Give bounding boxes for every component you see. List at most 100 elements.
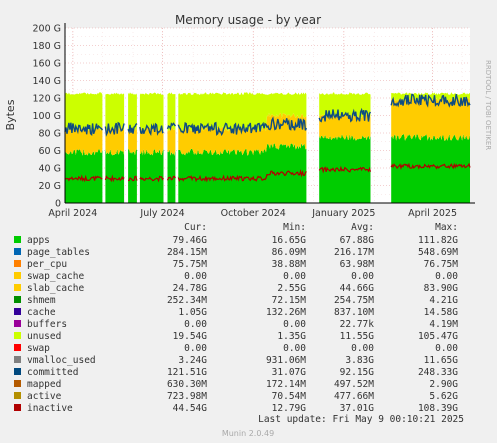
legend-swatch: [14, 272, 21, 279]
legend-value: 105.47G: [418, 331, 458, 342]
legend-value: 11.55G: [340, 331, 375, 342]
legend-value: 19.54G: [173, 331, 208, 342]
legend-value: 0.00: [351, 271, 374, 282]
slab-cache-area: [167, 127, 176, 156]
apps-area: [128, 149, 137, 203]
legend-series-name: shmem: [27, 295, 56, 306]
legend-swatch: [14, 320, 21, 327]
legend-value: 37.01G: [340, 403, 375, 414]
legend-value: 216.17M: [334, 247, 374, 258]
legend-value: 254.75M: [334, 295, 374, 306]
legend-value: 76.75M: [424, 259, 459, 270]
apps-area: [391, 133, 470, 203]
unused-area: [167, 92, 176, 132]
legend-swatch: [14, 332, 21, 339]
legend-value: 2.90G: [429, 379, 458, 390]
legend-swatch: [14, 392, 21, 399]
slab-cache-area: [391, 97, 470, 141]
legend-value: 630.30M: [167, 379, 207, 390]
axes: [64, 23, 475, 204]
apps-area: [105, 148, 125, 203]
legend-value: 72.15M: [272, 295, 307, 306]
legend-swatch: [14, 296, 21, 303]
legend-column-header: Max:: [435, 222, 458, 233]
committed-line: [139, 122, 164, 136]
legend-series-name: buffers: [27, 319, 67, 330]
legend-value: 0.00: [435, 343, 458, 354]
legend-value: 132.26M: [266, 307, 306, 318]
legend-value: 548.69M: [418, 247, 458, 258]
apps-area: [139, 148, 164, 203]
committed-line: [64, 122, 104, 137]
legend-series-name: page_tables: [27, 247, 90, 258]
committed-line: [318, 107, 372, 123]
y-tick-label: 40 G: [39, 164, 61, 175]
apps-area: [65, 148, 103, 203]
y-tick-label: 0: [55, 199, 61, 210]
legend-value: 0.00: [184, 319, 207, 330]
legend-value: 22.77k: [340, 319, 375, 330]
legend-value: 4.21G: [429, 295, 458, 306]
stacked-areas: [65, 92, 470, 203]
x-tick-label: April 2024: [48, 208, 97, 219]
legend-series-name: vmalloc_used: [27, 355, 96, 366]
committed-line: [104, 121, 125, 137]
x-tick-label: January 2025: [311, 208, 375, 219]
inactive-line: [177, 168, 307, 183]
legend-series-name: apps: [27, 235, 50, 246]
inactive-line: [318, 165, 372, 174]
y-tick-label: 160 G: [32, 59, 61, 70]
legend-value: 75.75M: [173, 259, 208, 270]
legend-value: 2.55G: [277, 283, 306, 294]
legend-value: 837.10M: [334, 307, 374, 318]
inactive-line: [64, 174, 103, 183]
legend-table: Cur: Min: Avg: Max: apps 79.46G 16.65G 67.88G 11…: [14, 222, 458, 414]
series-lines: [64, 93, 471, 183]
legend-series-name: active: [27, 391, 62, 402]
legend-value: 497.52M: [334, 379, 374, 390]
legend-value: 0.00: [283, 271, 306, 282]
y-tick-label: 120 G: [32, 94, 61, 105]
legend-value: 0.00: [184, 343, 207, 354]
legend-value: 172.14M: [266, 379, 306, 390]
legend-value: 4.19M: [429, 319, 458, 330]
legend-value: 70.54M: [272, 391, 307, 402]
committed-line: [177, 116, 308, 137]
y-tick-label: 100 G: [32, 111, 61, 122]
legend-swatch: [14, 368, 21, 375]
unused-area: [105, 92, 125, 132]
legend-swatch: [14, 356, 21, 363]
legend-value: 931.06M: [266, 355, 306, 366]
legend-value: 11.65G: [424, 355, 459, 366]
y-tick-label: 180 G: [32, 41, 61, 52]
apps-area: [178, 142, 307, 203]
legend-value: 67.88G: [340, 235, 375, 246]
committed-line: [166, 122, 176, 131]
rrdtool-credit: RRDTOOL / TOBI OETIKER: [484, 60, 492, 150]
inactive-line: [104, 174, 125, 183]
legend-value: 16.65G: [272, 235, 307, 246]
legend-swatch: [14, 344, 21, 351]
legend-value: 248.33G: [418, 367, 458, 378]
legend-value: 44.54G: [173, 403, 208, 414]
legend-value: 284.15M: [167, 247, 207, 258]
legend-series-name: inactive: [27, 403, 73, 414]
unused-area: [65, 92, 103, 132]
legend-series-name: mapped: [27, 379, 61, 390]
unused-area: [139, 92, 164, 132]
committed-line: [390, 93, 471, 108]
legend-value: 63.98M: [340, 259, 375, 270]
legend-value: 1.35G: [277, 331, 306, 342]
inactive-line: [390, 162, 471, 171]
y-tick-labels: 0 20 G 40 G 60 G 80 G 100 G 120 G 140 G 160 G 180…: [32, 24, 61, 210]
last-update: Last update: Fri May 9 00:10:21 2025: [258, 414, 464, 425]
legend-value: 24.78G: [173, 283, 208, 294]
legend-series-name: swap: [27, 343, 50, 354]
legend-value: 5.62G: [429, 391, 458, 402]
y-tick-label: 20 G: [39, 181, 61, 192]
legend-value: 0.00: [283, 343, 306, 354]
legend-column-header: Cur:: [184, 222, 207, 233]
y-tick-label: 200 G: [32, 24, 61, 35]
legend-value: 14.58G: [424, 307, 459, 318]
legend-value: 38.88M: [272, 259, 307, 270]
